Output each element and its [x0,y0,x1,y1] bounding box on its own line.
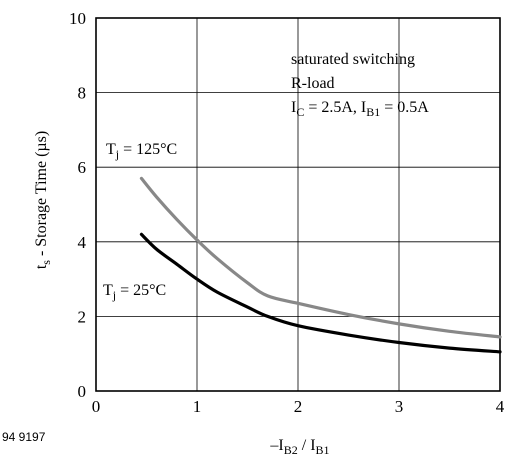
series-layer [139,176,502,354]
series-label-25c: Tj = 25°C [103,282,166,302]
annotation-line-3: IC = 2.5A, IB1 = 0.5A [291,99,429,119]
annotation-line-1: saturated switching [291,51,415,68]
series-line-125c [139,176,502,339]
series-line-25c [139,232,502,354]
y-tick-label: 2 [78,307,87,326]
y-tick-label: 0 [78,382,87,401]
annotation-line-2: R-load [291,75,335,92]
y-tick-label: 8 [78,84,87,103]
y-axis-label: ts - Storage Time (µs) [33,131,53,269]
y-tick-label: 4 [78,233,87,252]
x-tick-label: 2 [294,397,303,416]
figure-code: 94 9197 [2,430,46,444]
x-axis-label: –IB2 / IB1 [269,437,329,457]
y-tick-label: 10 [69,9,86,28]
x-tick-label: 1 [193,397,202,416]
x-tick-labels: 0 1 2 3 4 [92,397,505,416]
grid [95,17,501,392]
series-label-125c: Tj = 125°C [106,141,177,161]
y-tick-label: 6 [78,158,87,177]
y-tick-labels: 0 2 4 6 8 10 [69,9,87,401]
x-tick-label: 0 [92,397,101,416]
x-tick-label: 4 [496,397,505,416]
x-tick-label: 3 [395,397,404,416]
plot-frame [95,17,501,392]
